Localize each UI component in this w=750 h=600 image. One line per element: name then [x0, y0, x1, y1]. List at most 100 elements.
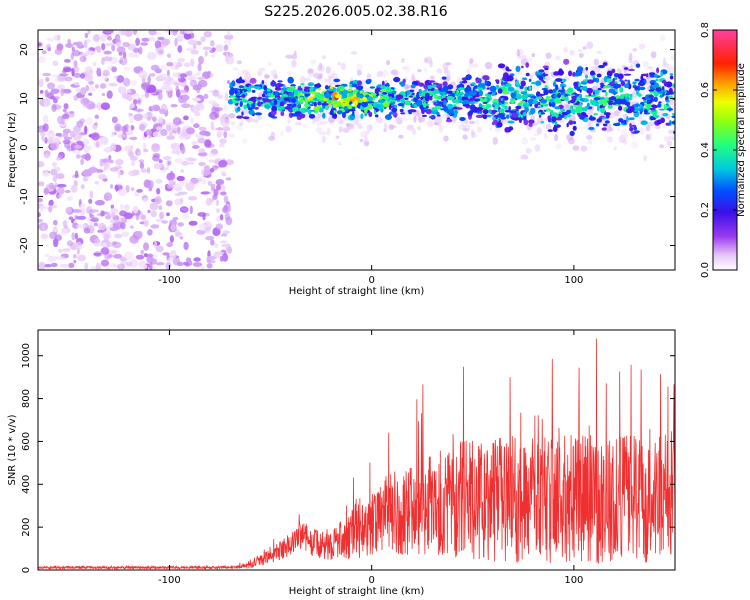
noise-cell [138, 70, 148, 79]
signal-cell [430, 89, 435, 92]
halo-cell [244, 72, 252, 81]
halo-cell [436, 68, 443, 74]
halo-cell [617, 127, 621, 132]
halo-cell [628, 57, 633, 64]
signal-cell [595, 123, 600, 127]
halo-cell [350, 51, 358, 55]
noise-cell [151, 145, 161, 153]
halo-cell [400, 116, 408, 121]
noise-cell [187, 70, 193, 77]
halo-cell [613, 146, 617, 151]
noise-cell [57, 193, 62, 199]
noise-cell [220, 118, 231, 127]
noise-cell [50, 88, 60, 94]
signal-cell [478, 90, 483, 97]
signal-cell [547, 129, 553, 133]
noise-cell [124, 251, 134, 261]
signal-cell [246, 86, 252, 93]
halo-cell [312, 73, 317, 77]
noise-cell [192, 97, 201, 102]
noise-cell [172, 257, 181, 266]
halo-cell [416, 110, 422, 118]
signal-cell [286, 87, 293, 93]
noise-cell [143, 253, 148, 258]
signal-cell [328, 91, 334, 94]
noise-cell [191, 140, 198, 146]
noise-cell [215, 44, 224, 52]
signal-cell [553, 97, 562, 104]
halo-cell [554, 133, 559, 142]
signal-cell [659, 94, 664, 98]
noise-cell [175, 232, 183, 236]
signal-cell [515, 108, 519, 112]
noise-cell [157, 36, 165, 41]
snr-frame [37, 329, 676, 571]
signal-cell [650, 82, 655, 85]
signal-cell [637, 93, 642, 97]
noise-cell [63, 67, 72, 73]
noise-cell [105, 267, 110, 270]
signal-cell [655, 86, 662, 92]
signal-cell [357, 80, 362, 86]
halo-cell [386, 60, 390, 66]
noise-cell [129, 259, 138, 268]
signal-cell [542, 65, 549, 69]
signal-cell [537, 106, 541, 109]
signal-cell [637, 81, 646, 87]
signal-cell [507, 86, 515, 92]
signal-cell [530, 95, 537, 99]
noise-cell [183, 32, 192, 40]
noise-cell [146, 255, 154, 264]
noise-cell [102, 69, 110, 77]
halo-cell [270, 69, 278, 77]
halo-cell [366, 124, 373, 131]
noise-cell [134, 235, 139, 241]
noise-cell [121, 231, 129, 237]
noise-cell [177, 127, 181, 135]
noise-cell [216, 184, 221, 191]
signal-cell [237, 106, 241, 112]
noise-cell [74, 232, 78, 240]
signal-cell [279, 101, 285, 107]
noise-cell [132, 30, 138, 35]
halo-cell [382, 69, 388, 78]
signal-cell [421, 114, 427, 117]
noise-cell [220, 191, 227, 196]
signal-cell [394, 114, 397, 118]
noise-cell [166, 212, 170, 217]
signal-cell [425, 92, 430, 97]
noise-cell [183, 30, 193, 35]
noise-cell [205, 197, 213, 206]
signal-cell [510, 92, 517, 99]
noise-cell [70, 143, 77, 152]
signal-cell [635, 63, 641, 68]
signal-cell [588, 116, 596, 121]
noise-cell [86, 70, 92, 80]
noise-cell [54, 166, 61, 172]
noise-cell [177, 34, 186, 40]
signal-cell [649, 107, 656, 111]
noise-cell [146, 51, 157, 60]
halo-cell [667, 98, 674, 106]
noise-cell [40, 131, 46, 138]
noise-cell [99, 83, 107, 89]
noise-cell [224, 212, 231, 221]
signal-cell [409, 89, 415, 93]
noise-cell [156, 187, 161, 195]
signal-cell [304, 98, 309, 104]
signal-cell [257, 96, 263, 100]
signal-cell [408, 109, 416, 112]
signal-cell [618, 105, 623, 111]
noise-cell [166, 184, 174, 189]
signal-cell [552, 81, 557, 87]
noise-cell [106, 90, 113, 99]
signal-cell [429, 116, 435, 119]
signal-cell [468, 101, 476, 105]
signal-cell [283, 97, 289, 102]
halo-cell [304, 112, 309, 120]
noise-cell [211, 47, 216, 52]
signal-cell [600, 107, 606, 114]
signal-cell [502, 84, 506, 91]
signal-cell [362, 96, 368, 103]
noise-cell [109, 249, 118, 255]
